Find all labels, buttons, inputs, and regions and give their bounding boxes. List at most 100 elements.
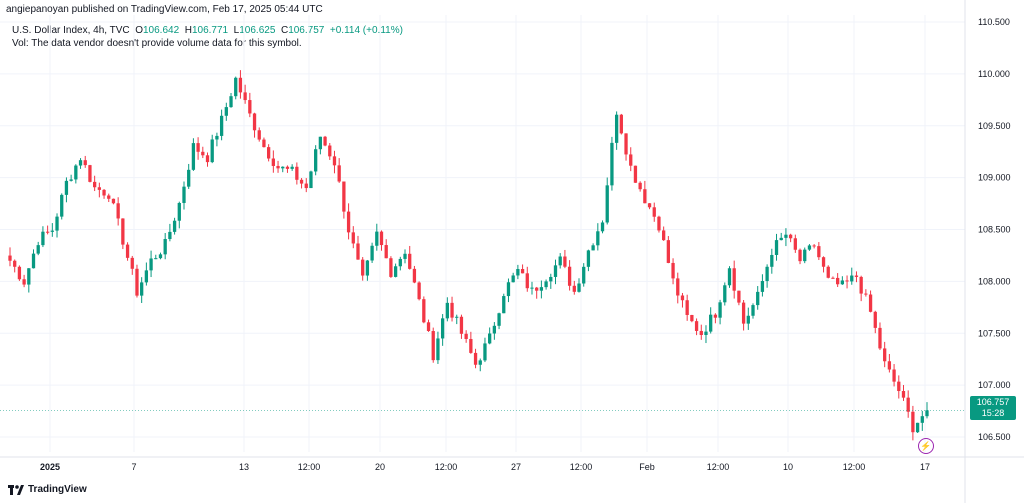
candle-body [629, 154, 633, 166]
candle-body [756, 291, 760, 306]
candle-body [723, 285, 727, 303]
candle-body [741, 302, 746, 324]
candle-body [840, 280, 844, 285]
candle-body [535, 287, 539, 291]
candle-body [473, 352, 478, 365]
candle-body [558, 256, 562, 266]
candle-body [530, 287, 534, 289]
candle-body [412, 268, 417, 283]
x-tick-label: 27 [511, 462, 521, 472]
open-label: O [135, 25, 143, 36]
candle-body [464, 333, 468, 339]
candle-body [488, 333, 492, 344]
candle-body [60, 194, 64, 217]
x-tick-label: 13 [239, 462, 249, 472]
candle-body [116, 203, 120, 219]
x-tick-label: 10 [783, 462, 793, 472]
candle-body [831, 277, 835, 279]
candle-body [140, 282, 144, 296]
candle-body [525, 273, 529, 289]
candle-body [191, 143, 196, 170]
candle-body [224, 107, 228, 116]
candle-body [709, 314, 713, 332]
y-tick-label: 106.500 [978, 432, 1011, 442]
candle-body [375, 231, 379, 246]
candle-body [121, 218, 125, 245]
candle-body [290, 166, 294, 169]
candle-body [784, 234, 788, 238]
candle-body [605, 185, 609, 223]
candle-body [873, 311, 877, 328]
candle-body [751, 305, 755, 316]
candle-body [737, 290, 741, 303]
candle-body [666, 240, 671, 263]
candle-body [22, 279, 26, 285]
candle-body [897, 381, 901, 392]
candle-body [97, 187, 101, 190]
candle-body [370, 245, 374, 261]
candle-body [878, 327, 882, 349]
candle-body [398, 258, 402, 267]
candle-body [271, 158, 275, 166]
candle-body [314, 149, 318, 172]
candle-body [234, 77, 238, 97]
candle-body [807, 245, 812, 250]
candle-body [492, 325, 497, 334]
x-tick-label: 12:00 [298, 462, 321, 472]
candle-body [864, 293, 868, 295]
candle-body [699, 330, 703, 336]
candle-body [361, 259, 365, 276]
candle-body [36, 245, 40, 254]
candle-body [586, 250, 591, 267]
publisher-header: angiepanoyan published on TradingView.co… [6, 4, 323, 15]
y-tick-label: 108.500 [978, 225, 1011, 235]
candle-body [732, 268, 736, 291]
lightning-icon[interactable]: ⚡ [918, 438, 934, 454]
change-value: +0.114 (+0.11%) [329, 25, 403, 36]
candle-body [238, 77, 243, 93]
candle-body [610, 142, 614, 186]
candle-body [544, 281, 548, 288]
candle-body [281, 166, 285, 169]
candle-body [633, 165, 638, 183]
candle-body [17, 266, 22, 280]
tradingview-logo[interactable]: TradingView [8, 484, 87, 495]
candle-body [520, 269, 525, 274]
candle-body [859, 276, 863, 294]
y-tick-label: 107.500 [978, 328, 1011, 338]
symbol-legend: U.S. Dollar Index, 4h, TVC O106.642 H106… [12, 25, 403, 36]
x-tick-label: 17 [920, 462, 930, 472]
candle-body [50, 230, 54, 232]
candle-body [135, 268, 139, 296]
candle-body [826, 266, 830, 278]
candle-body [563, 256, 567, 267]
candle-body [624, 133, 628, 155]
candle-body [295, 166, 299, 180]
candle-body [915, 422, 920, 433]
candle-body [727, 268, 732, 286]
candle-body [582, 266, 586, 284]
candle-body [845, 280, 849, 282]
candle-body [892, 369, 896, 382]
candle-body [643, 189, 647, 204]
candle-body [774, 240, 779, 255]
candle-body [219, 115, 224, 136]
candle-body [408, 253, 412, 269]
open-value: 106.642 [143, 25, 180, 36]
candle-body [276, 165, 280, 169]
candle-body [55, 216, 59, 231]
candle-body [704, 331, 708, 336]
candle-body [351, 232, 355, 244]
close-value: 106.757 [288, 25, 325, 36]
candle-body [591, 245, 595, 251]
candle-body [365, 260, 370, 276]
candle-body [403, 253, 407, 259]
candle-body [868, 294, 873, 312]
candle-body [746, 315, 750, 324]
candle-body [793, 238, 797, 250]
candle-body [130, 257, 134, 269]
y-tick-label: 109.500 [978, 121, 1011, 131]
close-label: C [280, 25, 289, 36]
low-label: L [233, 25, 240, 36]
